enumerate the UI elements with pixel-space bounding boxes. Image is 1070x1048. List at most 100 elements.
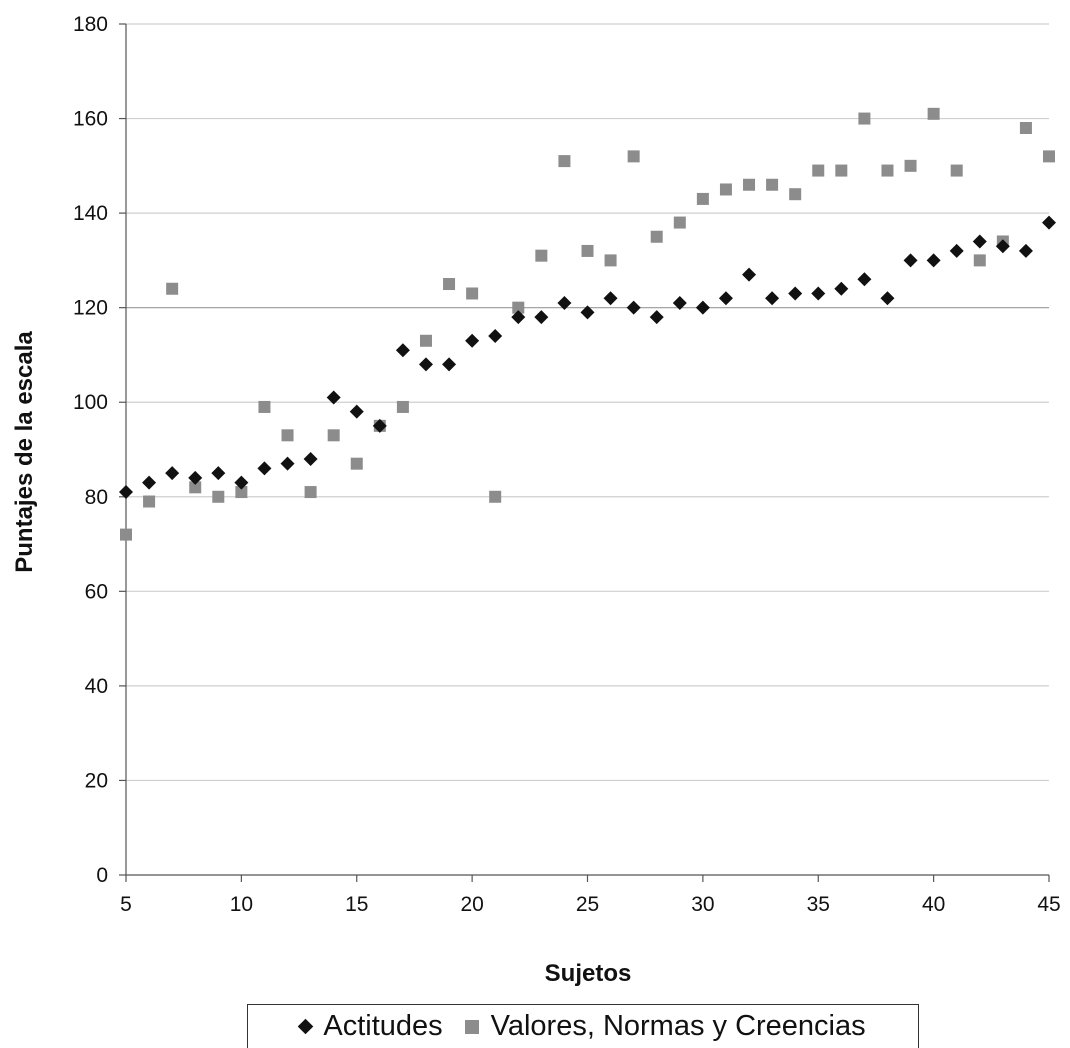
point-actitudes bbox=[211, 466, 226, 481]
point-actitudes bbox=[788, 286, 803, 301]
y-tick-label: 180 bbox=[73, 13, 108, 36]
point-valores-normas-creencias bbox=[396, 400, 409, 413]
point-actitudes bbox=[742, 267, 757, 282]
y-tick-label: 20 bbox=[85, 769, 108, 792]
point-actitudes bbox=[418, 357, 433, 372]
y-tick-label: 140 bbox=[73, 202, 108, 225]
square-marker-icon bbox=[464, 1019, 479, 1034]
y-tick-label: 60 bbox=[85, 580, 108, 603]
point-valores-normas-creencias bbox=[1043, 150, 1055, 163]
point-valores-normas-creencias bbox=[650, 230, 663, 243]
y-tick-label: 80 bbox=[85, 486, 108, 509]
point-actitudes bbox=[465, 333, 480, 348]
y-tick-label: 40 bbox=[85, 675, 108, 698]
point-actitudes bbox=[511, 310, 526, 325]
point-valores-normas-creencias bbox=[789, 188, 802, 201]
series-valores-normas-creencias bbox=[120, 107, 1055, 541]
point-actitudes bbox=[303, 451, 318, 466]
legend-item-actitudes: Actitudes bbox=[298, 1010, 443, 1043]
point-actitudes bbox=[880, 291, 895, 306]
point-actitudes bbox=[188, 470, 203, 485]
point-actitudes bbox=[672, 295, 687, 310]
point-actitudes bbox=[603, 291, 618, 306]
point-actitudes bbox=[765, 291, 780, 306]
point-valores-normas-creencias bbox=[558, 155, 571, 168]
point-actitudes bbox=[995, 239, 1010, 254]
point-valores-normas-creencias bbox=[166, 282, 179, 295]
y-tick-label: 0 bbox=[96, 864, 108, 887]
point-valores-normas-creencias bbox=[1019, 122, 1032, 135]
point-actitudes bbox=[626, 300, 641, 315]
point-valores-normas-creencias bbox=[743, 178, 756, 191]
y-tick-labels: 0 20 40 60 80 100 120 140 160 180 bbox=[73, 13, 108, 887]
point-actitudes bbox=[695, 300, 710, 315]
point-valores-normas-creencias bbox=[973, 254, 986, 267]
point-valores-normas-creencias bbox=[696, 192, 709, 205]
point-actitudes bbox=[119, 485, 133, 500]
y-tick-label: 120 bbox=[73, 297, 108, 320]
point-actitudes bbox=[534, 310, 549, 325]
point-actitudes bbox=[972, 234, 987, 249]
y-axis-title: Puntajes de la escala bbox=[11, 331, 38, 573]
point-actitudes bbox=[372, 418, 387, 433]
y-tick-label: 100 bbox=[73, 391, 108, 414]
point-actitudes bbox=[580, 305, 595, 320]
point-actitudes bbox=[326, 390, 341, 405]
point-actitudes bbox=[811, 286, 826, 301]
point-valores-normas-creencias bbox=[466, 287, 479, 300]
point-valores-normas-creencias bbox=[489, 490, 502, 503]
point-actitudes bbox=[442, 357, 457, 372]
point-valores-normas-creencias bbox=[120, 528, 132, 541]
point-actitudes bbox=[142, 475, 157, 490]
point-valores-normas-creencias bbox=[143, 495, 156, 508]
point-valores-normas-creencias bbox=[881, 164, 894, 177]
x-tick-label: 5 bbox=[120, 893, 132, 916]
point-valores-normas-creencias bbox=[327, 429, 340, 442]
point-valores-normas-creencias bbox=[812, 164, 825, 177]
point-valores-normas-creencias bbox=[904, 159, 917, 172]
scatter-chart: 0 20 40 60 80 100 120 140 160 180 5 10 15 20 25 30 35 40… bbox=[11, 13, 1061, 987]
point-actitudes bbox=[1042, 215, 1056, 230]
point-actitudes bbox=[718, 291, 733, 306]
point-actitudes bbox=[488, 329, 503, 344]
point-valores-normas-creencias bbox=[281, 429, 294, 442]
point-actitudes bbox=[857, 272, 872, 287]
point-actitudes bbox=[234, 475, 249, 490]
point-valores-normas-creencias bbox=[835, 164, 848, 177]
point-actitudes bbox=[903, 253, 918, 268]
point-actitudes bbox=[926, 253, 941, 268]
point-actitudes bbox=[949, 243, 964, 258]
x-tick-label: 35 bbox=[807, 893, 830, 916]
x-tick-label: 45 bbox=[1037, 893, 1060, 916]
point-valores-normas-creencias bbox=[627, 150, 640, 163]
x-tick-label: 30 bbox=[691, 893, 714, 916]
point-actitudes bbox=[834, 281, 849, 296]
point-valores-normas-creencias bbox=[419, 334, 432, 347]
point-valores-normas-creencias bbox=[858, 112, 871, 125]
point-valores-normas-creencias bbox=[512, 301, 525, 314]
legend-label-valores: Valores, Normas y Creencias bbox=[490, 1010, 866, 1042]
x-tick-label: 15 bbox=[345, 893, 368, 916]
point-valores-normas-creencias bbox=[189, 481, 202, 494]
point-actitudes bbox=[395, 343, 410, 358]
point-valores-normas-creencias bbox=[443, 278, 456, 291]
point-valores-normas-creencias bbox=[212, 490, 225, 503]
point-actitudes bbox=[280, 456, 295, 471]
point-valores-normas-creencias bbox=[604, 254, 617, 267]
x-tick-label: 40 bbox=[922, 893, 945, 916]
point-actitudes bbox=[1018, 243, 1033, 258]
legend-item-valores: Valores, Normas y Creencias bbox=[459, 1010, 866, 1043]
x-tick-labels: 5 10 15 20 25 30 35 40 45 bbox=[120, 893, 1061, 916]
x-tick-label: 10 bbox=[230, 893, 253, 916]
axes bbox=[119, 23, 1050, 882]
point-valores-normas-creencias bbox=[350, 457, 363, 470]
point-actitudes bbox=[349, 404, 364, 419]
point-valores-normas-creencias bbox=[719, 183, 732, 196]
point-actitudes bbox=[257, 461, 272, 476]
point-actitudes bbox=[557, 295, 572, 310]
point-valores-normas-creencias bbox=[950, 164, 963, 177]
legend: Actitudes Valores, Normas y Creencias bbox=[247, 1004, 919, 1048]
point-actitudes bbox=[165, 466, 180, 481]
series-actitudes bbox=[119, 215, 1056, 500]
y-tick-label: 160 bbox=[73, 108, 108, 131]
